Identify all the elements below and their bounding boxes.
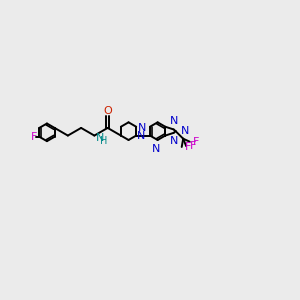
Text: F: F <box>193 137 200 147</box>
Text: O: O <box>103 106 112 116</box>
Text: N: N <box>170 116 178 126</box>
Text: N: N <box>170 136 178 146</box>
Text: N: N <box>181 126 189 136</box>
Text: F: F <box>190 141 196 151</box>
Text: N: N <box>152 143 160 154</box>
Text: F: F <box>185 142 192 152</box>
Text: N: N <box>137 130 146 141</box>
Text: N: N <box>96 133 104 143</box>
Text: F: F <box>31 132 37 142</box>
Text: N: N <box>138 123 146 133</box>
Text: H: H <box>100 136 108 146</box>
